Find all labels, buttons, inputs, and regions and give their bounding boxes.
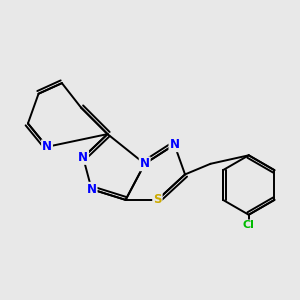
Text: N: N	[42, 140, 52, 153]
Text: S: S	[153, 194, 162, 206]
Text: N: N	[140, 157, 150, 170]
Text: Cl: Cl	[243, 220, 255, 230]
Text: N: N	[87, 183, 97, 196]
Text: N: N	[78, 151, 88, 164]
Text: N: N	[169, 138, 179, 151]
